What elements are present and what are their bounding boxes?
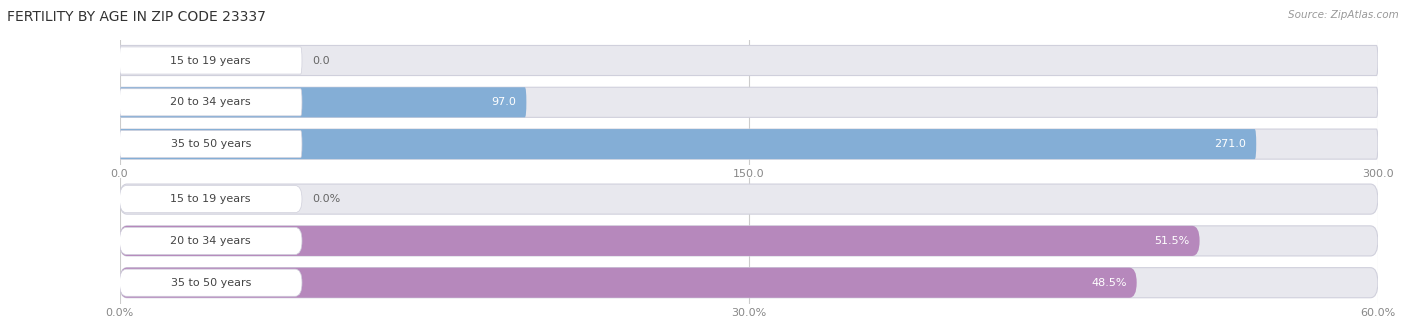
FancyBboxPatch shape [120, 131, 302, 158]
FancyBboxPatch shape [120, 47, 302, 74]
FancyBboxPatch shape [120, 269, 302, 296]
Text: 20 to 34 years: 20 to 34 years [170, 236, 252, 246]
Text: 271.0: 271.0 [1215, 139, 1246, 149]
FancyBboxPatch shape [120, 87, 1378, 117]
Text: 35 to 50 years: 35 to 50 years [170, 139, 250, 149]
Text: 35 to 50 years: 35 to 50 years [170, 278, 250, 288]
Text: 51.5%: 51.5% [1154, 236, 1189, 246]
Text: 0.0%: 0.0% [312, 194, 340, 204]
Text: FERTILITY BY AGE IN ZIP CODE 23337: FERTILITY BY AGE IN ZIP CODE 23337 [7, 10, 266, 24]
Text: 48.5%: 48.5% [1091, 278, 1126, 288]
FancyBboxPatch shape [120, 89, 302, 116]
FancyBboxPatch shape [120, 268, 1378, 298]
FancyBboxPatch shape [120, 226, 1199, 256]
FancyBboxPatch shape [120, 87, 526, 117]
Text: 97.0: 97.0 [492, 97, 516, 107]
FancyBboxPatch shape [120, 268, 1136, 298]
FancyBboxPatch shape [120, 129, 1256, 159]
FancyBboxPatch shape [120, 184, 1378, 214]
FancyBboxPatch shape [120, 185, 302, 213]
FancyBboxPatch shape [120, 227, 302, 254]
Text: 15 to 19 years: 15 to 19 years [170, 55, 252, 65]
FancyBboxPatch shape [120, 46, 1378, 76]
FancyBboxPatch shape [120, 129, 1378, 159]
Text: 15 to 19 years: 15 to 19 years [170, 194, 252, 204]
Text: 20 to 34 years: 20 to 34 years [170, 97, 252, 107]
Text: Source: ZipAtlas.com: Source: ZipAtlas.com [1288, 10, 1399, 20]
FancyBboxPatch shape [120, 226, 1378, 256]
Text: 0.0: 0.0 [312, 55, 329, 65]
